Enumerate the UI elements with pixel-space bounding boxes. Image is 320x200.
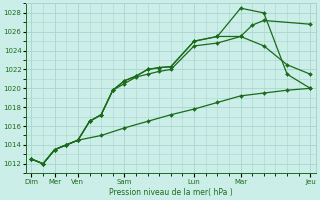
X-axis label: Pression niveau de la mer( hPa ): Pression niveau de la mer( hPa ): [109, 188, 233, 197]
